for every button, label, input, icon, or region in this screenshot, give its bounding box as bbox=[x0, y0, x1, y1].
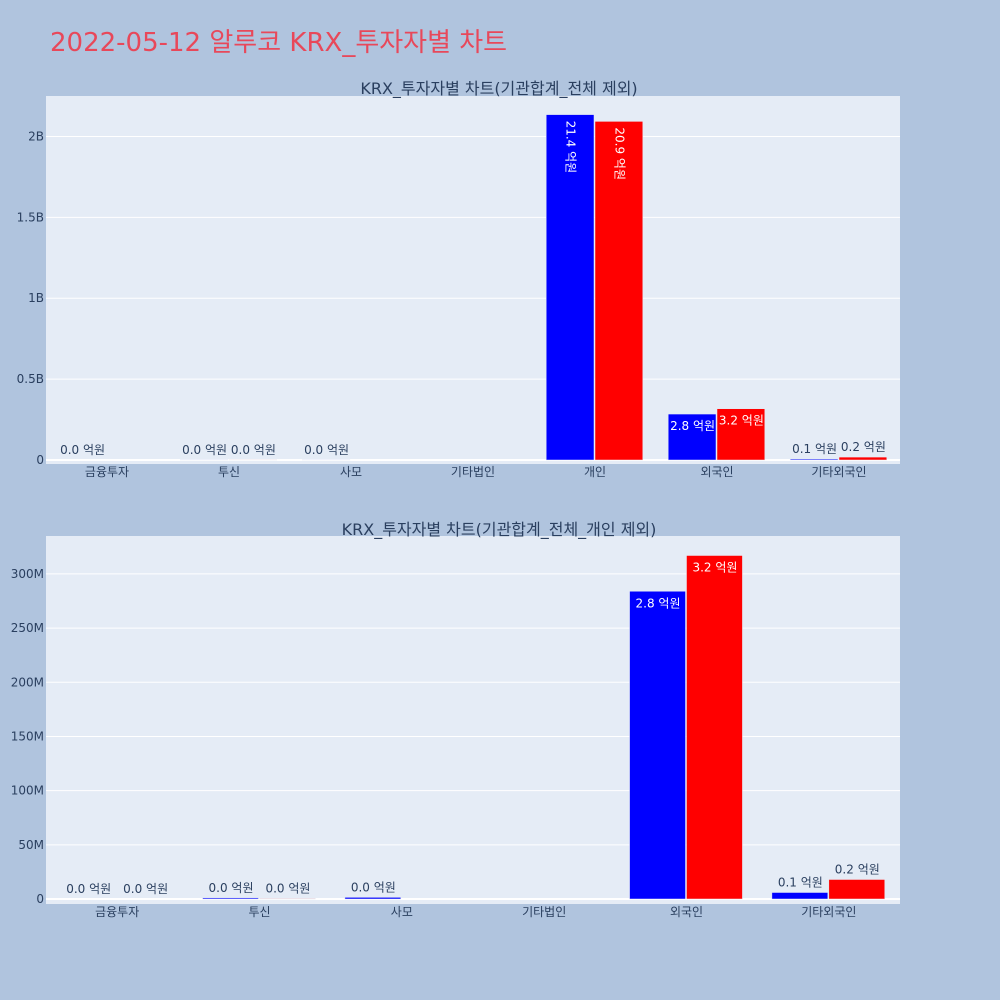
bottom-x-tick-label: 기타외국인 bbox=[801, 905, 856, 919]
bottom-data-label: 0.0 억원 bbox=[123, 882, 168, 896]
top-data-label: 21.4 억원 bbox=[564, 121, 578, 174]
top-data-label: 0.2 억원 bbox=[841, 440, 886, 454]
chart-top: KRX_투자자별 차트(기관합계_전체 제외) 0 0.5B 1B 1.5B 2B 금융투자… bbox=[17, 79, 900, 479]
bottom-y-tick-label: 200M bbox=[11, 675, 44, 689]
bottom-y-tick-label: 250M bbox=[11, 621, 44, 635]
bottom-bar bbox=[344, 897, 402, 900]
top-data-label: 2.8 억원 bbox=[670, 419, 715, 433]
top-x-tick-label: 사모 bbox=[340, 465, 362, 479]
bottom-y-tick-label: 0 bbox=[36, 892, 44, 906]
top-bar bbox=[716, 408, 766, 461]
bottom-y-tick-label: 50M bbox=[18, 838, 44, 852]
bottom-y-tick-label: 300M bbox=[11, 567, 44, 581]
top-y-tick-label: 1B bbox=[28, 291, 44, 305]
top-y-tick-label: 0 bbox=[36, 453, 44, 467]
top-y-tick-label: 0.5B bbox=[17, 372, 44, 386]
bottom-data-label: 3.2 억원 bbox=[692, 561, 737, 575]
bottom-x-tick-label: 투신 bbox=[248, 905, 270, 919]
bottom-x-tick-label: 기타법인 bbox=[522, 905, 566, 919]
top-data-label: 0.0 억원 bbox=[231, 443, 276, 457]
top-x-tick-label: 개인 bbox=[584, 465, 606, 479]
top-x-tick-label: 기타법인 bbox=[451, 465, 495, 479]
top-data-label: 20.9 억원 bbox=[612, 127, 626, 180]
top-y-tick-label: 1.5B bbox=[17, 210, 44, 224]
top-data-label: 0.0 억원 bbox=[60, 443, 105, 457]
bottom-data-label: 0.0 억원 bbox=[265, 881, 310, 895]
top-plot-area bbox=[46, 96, 900, 464]
top-bar bbox=[789, 458, 839, 461]
bottom-data-label: 0.1 억원 bbox=[778, 875, 823, 889]
bottom-data-label: 0.0 억원 bbox=[209, 881, 254, 895]
bottom-x-tick-label: 금융투자 bbox=[95, 905, 139, 919]
top-x-tick-label: 금융투자 bbox=[85, 465, 129, 479]
bottom-bar bbox=[629, 591, 686, 900]
top-chart-title: KRX_투자자별 차트(기관합계_전체 제외) bbox=[360, 79, 637, 99]
top-x-tick-label: 투신 bbox=[218, 465, 240, 479]
bottom-x-tick-label: 외국인 bbox=[670, 905, 703, 919]
bottom-bar bbox=[686, 555, 743, 900]
top-bar bbox=[838, 456, 888, 461]
bottom-plot-area bbox=[46, 536, 900, 904]
bottom-y-tick-label: 100M bbox=[11, 784, 44, 798]
top-x-tick-label: 기타외국인 bbox=[811, 465, 866, 479]
bottom-data-label: 0.0 억원 bbox=[66, 882, 111, 896]
bottom-data-label: 2.8 억원 bbox=[636, 596, 681, 610]
top-bar bbox=[545, 114, 595, 461]
top-data-label: 0.0 억원 bbox=[304, 443, 349, 457]
top-data-label: 3.2 억원 bbox=[719, 414, 764, 428]
bottom-y-tick-label: 150M bbox=[11, 729, 44, 743]
top-bar bbox=[667, 413, 717, 461]
top-data-label: 0.0 억원 bbox=[182, 443, 227, 457]
top-bar bbox=[594, 121, 644, 461]
top-data-label: 0.1 억원 bbox=[792, 442, 837, 456]
bottom-bar bbox=[771, 892, 829, 900]
bottom-bar bbox=[828, 879, 886, 900]
bottom-data-label: 0.0 억원 bbox=[351, 880, 396, 894]
bottom-bar bbox=[202, 897, 259, 900]
top-x-tick-label: 외국인 bbox=[700, 465, 733, 479]
top-y-tick-label: 2B bbox=[28, 129, 44, 143]
bottom-chart-title: KRX_투자자별 차트(기관합계_전체_개인 제외) bbox=[342, 520, 657, 540]
bottom-data-label: 0.2 억원 bbox=[835, 862, 880, 876]
bottom-x-tick-label: 사모 bbox=[391, 905, 413, 919]
bottom-bar bbox=[259, 898, 316, 900]
page-title: 2022-05-12 알루코 KRX_투자자별 차트 bbox=[50, 28, 508, 58]
